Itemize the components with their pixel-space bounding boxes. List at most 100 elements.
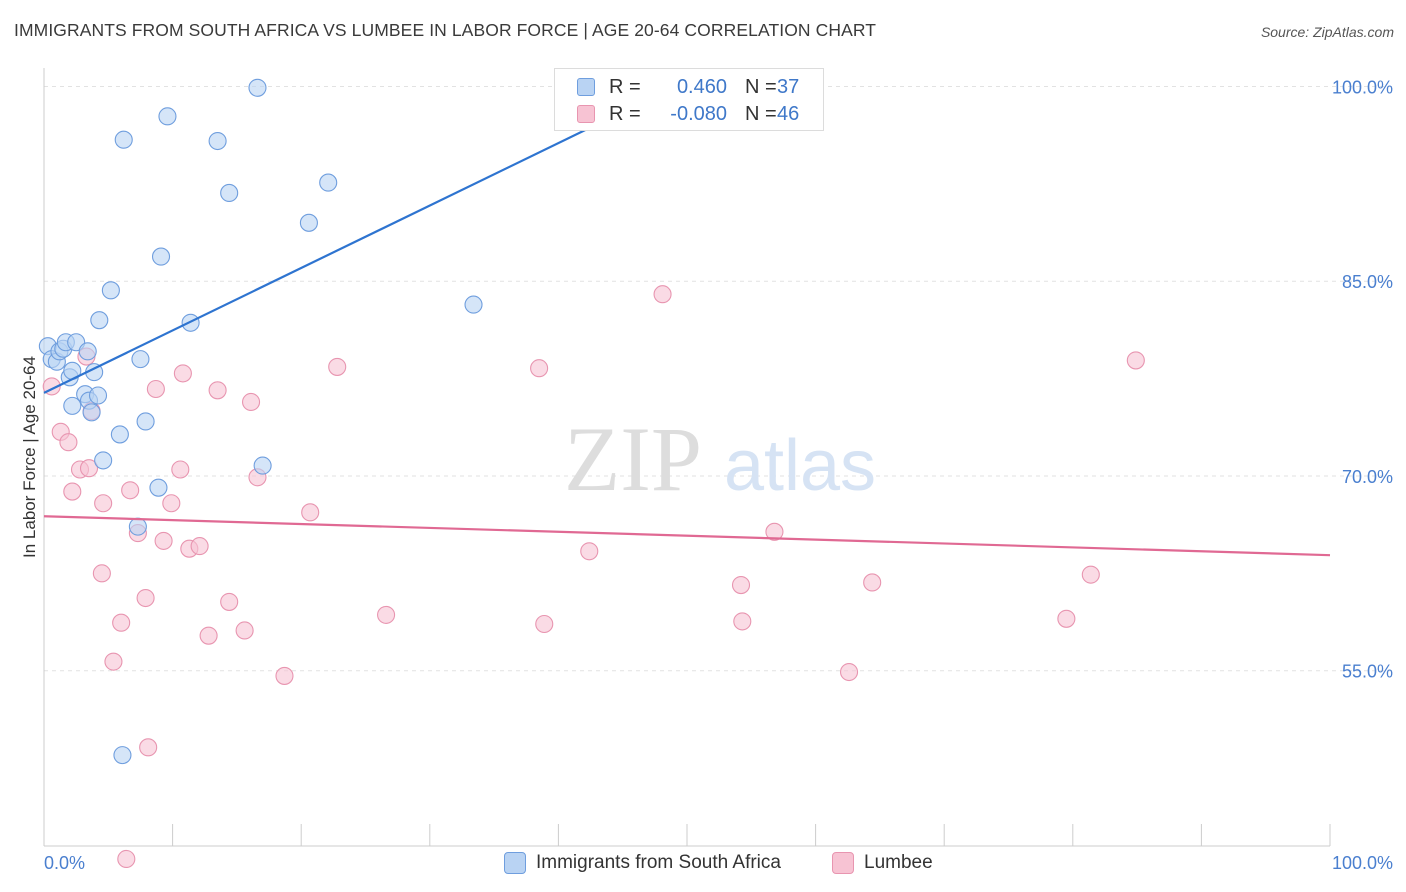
lumbee-trend-line [43, 515, 1331, 557]
legend-n-label: N = [745, 102, 777, 125]
south-africa-points [38, 77, 823, 765]
trend-lines [43, 79, 1331, 557]
lumbee-point [199, 626, 218, 645]
lumbee-point [241, 392, 261, 412]
lumbee-point [63, 482, 82, 501]
south-africa-point [101, 281, 120, 300]
south-africa-point [88, 386, 108, 405]
lumbee-point [162, 494, 181, 513]
south-africa-point [208, 131, 227, 151]
legend-n-value: 37 [777, 75, 800, 98]
south-africa-point [151, 247, 171, 266]
legend-r-label: R = [609, 102, 641, 125]
series-legend: Immigrants from South Africa Lumbee [0, 852, 1406, 878]
legend-r-value: -0.080 [670, 102, 727, 125]
lumbee-point [731, 575, 751, 595]
lumbee-point [580, 542, 599, 561]
chart-title: IMMIGRANTS FROM SOUTH AFRICA VS LUMBEE I… [14, 20, 877, 40]
correlation-legend: R = 0.460 N = 37 R = -0.080 N = 46 [554, 68, 824, 131]
lumbee-point [104, 652, 123, 671]
south-africa-point [253, 456, 272, 475]
series-legend-label: Immigrants from South Africa [536, 852, 781, 873]
legend-row-lumbee: R = -0.080 N = 46 [577, 101, 799, 127]
lumbee-point [171, 460, 190, 479]
south-africa-point [319, 173, 338, 192]
south-africa-point [128, 517, 147, 536]
lumbee-point [92, 564, 111, 583]
south-africa-point [248, 78, 267, 97]
south-africa-point [464, 295, 483, 314]
x-tick-label-min: 0.0% [44, 853, 85, 873]
lumbee-point [377, 605, 396, 624]
tick-labels: 55.0% 70.0% 85.0% 100.0% 0.0% 100.0% [44, 77, 1393, 873]
lumbee-points [42, 285, 1145, 869]
lumbee-point [117, 849, 136, 869]
lumbee-point [765, 522, 784, 541]
south-africa-point [82, 403, 101, 422]
south-africa-point [114, 130, 133, 149]
lumbee-point [1057, 609, 1076, 628]
lumbee-point [220, 592, 239, 611]
source-label: Source: ZipAtlas.com [1260, 24, 1394, 40]
south-africa-trend-line [43, 79, 689, 394]
lumbee-point [535, 614, 554, 634]
lumbee-point [328, 357, 347, 376]
lumbee-point [121, 481, 140, 500]
lumbee-point [79, 459, 99, 478]
series-legend-label: Lumbee [864, 852, 933, 873]
series-swatch-pink [832, 852, 854, 874]
legend-swatch-pink [577, 105, 595, 123]
south-africa-point [299, 213, 318, 232]
south-africa-point [158, 107, 177, 126]
axes [43, 68, 1331, 847]
south-africa-point [110, 425, 129, 444]
series-legend-south-africa[interactable]: Immigrants from South Africa [504, 852, 781, 874]
lumbee-point [653, 285, 672, 304]
lumbee-point [190, 537, 209, 556]
x-tick-label-max: 100.0% [1332, 853, 1393, 873]
legend-row-south-africa: R = 0.460 N = 37 [577, 74, 799, 100]
lumbee-point [59, 433, 78, 452]
lumbee-point [136, 588, 155, 608]
lumbee-point [146, 379, 165, 399]
lumbee-point [173, 364, 192, 383]
series-legend-lumbee[interactable]: Lumbee [832, 852, 933, 874]
lumbee-point [208, 381, 227, 400]
lumbee-point [1081, 565, 1100, 584]
lumbee-point [530, 359, 549, 378]
south-africa-point [63, 396, 82, 415]
lumbee-point [301, 503, 320, 522]
lumbee-point [235, 621, 254, 640]
y-axis-title: In Labor Force | Age 20-64 [20, 356, 39, 558]
legend-r-label: R = [609, 75, 641, 98]
y-tick-label: 85.0% [1342, 272, 1393, 292]
legend-r-value: 0.460 [676, 75, 727, 98]
watermark: ZIP atlas [564, 408, 876, 510]
south-africa-point [90, 311, 109, 330]
lumbee-point [154, 531, 173, 550]
series-swatch-blue [504, 852, 526, 874]
south-africa-point [136, 412, 155, 431]
legend-swatch-blue [577, 78, 595, 96]
lumbee-point [94, 494, 113, 513]
y-tick-label: 55.0% [1342, 662, 1393, 682]
south-africa-point [131, 350, 150, 369]
gridlines [44, 85, 1395, 672]
lumbee-point [863, 573, 882, 592]
lumbee-point [1126, 351, 1145, 370]
south-africa-point [94, 451, 113, 470]
south-africa-point [220, 183, 239, 203]
lumbee-point [275, 666, 294, 685]
south-africa-point [113, 746, 132, 765]
south-africa-point [78, 342, 97, 361]
legend-n-value: 46 [777, 102, 800, 125]
lumbee-point [839, 662, 859, 682]
watermark-zip: ZIP [564, 408, 702, 510]
lumbee-point [733, 612, 752, 631]
south-africa-point [149, 478, 168, 497]
lumbee-point [112, 613, 131, 632]
watermark-atlas: atlas [724, 426, 876, 506]
y-tick-label: 70.0% [1342, 467, 1393, 487]
y-tick-label: 100.0% [1332, 77, 1393, 97]
